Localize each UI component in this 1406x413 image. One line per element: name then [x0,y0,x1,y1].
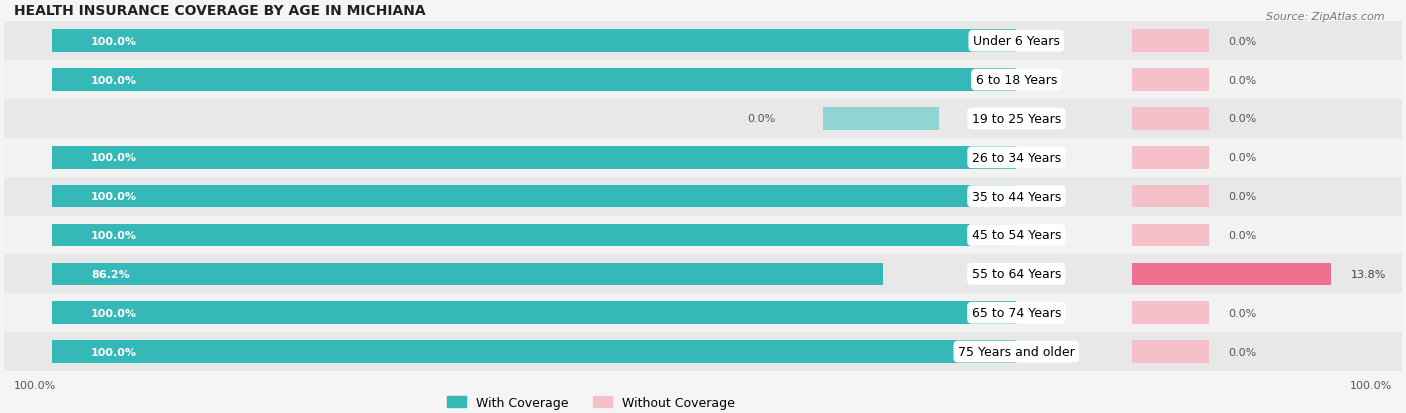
Text: 100.0%: 100.0% [91,192,136,202]
Text: Under 6 Years: Under 6 Years [973,35,1060,48]
Bar [4,100,1402,138]
Bar [52,185,1017,208]
Text: 75 Years and older: 75 Years and older [957,345,1074,358]
Bar [4,255,1402,294]
Bar [1132,185,1209,208]
Text: 19 to 25 Years: 19 to 25 Years [972,113,1062,126]
Bar [1132,302,1209,324]
Text: 35 to 44 Years: 35 to 44 Years [972,190,1062,203]
Bar [1132,340,1209,363]
Text: 100.0%: 100.0% [1350,380,1392,389]
Text: 65 to 74 Years: 65 to 74 Years [972,306,1062,319]
Bar [4,216,1402,255]
Text: 100.0%: 100.0% [91,308,136,318]
Bar [1132,108,1209,131]
Bar [4,138,1402,177]
Text: 100.0%: 100.0% [91,76,136,85]
Text: 86.2%: 86.2% [91,269,129,279]
Bar [52,31,1017,53]
Text: 0.0%: 0.0% [1229,76,1257,85]
Bar [4,294,1402,332]
Text: 0.0%: 0.0% [1229,192,1257,202]
Bar [4,332,1402,371]
Text: 13.8%: 13.8% [1351,269,1386,279]
Text: 45 to 54 Years: 45 to 54 Years [972,229,1062,242]
Bar [824,108,939,131]
Bar [52,263,883,285]
Text: 100.0%: 100.0% [14,380,56,389]
Text: 0.0%: 0.0% [1229,347,1257,357]
Text: 0.0%: 0.0% [1229,114,1257,124]
Text: 0.0%: 0.0% [1229,308,1257,318]
Text: Source: ZipAtlas.com: Source: ZipAtlas.com [1267,12,1385,22]
Bar [1132,69,1209,92]
Bar [4,177,1402,216]
Bar [52,69,1017,92]
Bar [4,61,1402,100]
Text: 0.0%: 0.0% [1229,37,1257,47]
Bar [52,340,1017,363]
Bar [52,147,1017,169]
Text: 0.0%: 0.0% [1229,153,1257,163]
Bar [52,302,1017,324]
Bar [1132,31,1209,53]
Bar [1132,224,1209,247]
Text: 100.0%: 100.0% [91,347,136,357]
Text: 0.0%: 0.0% [1229,230,1257,240]
Bar [52,224,1017,247]
Text: 0.0%: 0.0% [747,114,775,124]
Bar [4,22,1402,61]
Text: 100.0%: 100.0% [91,37,136,47]
Text: HEALTH INSURANCE COVERAGE BY AGE IN MICHIANA: HEALTH INSURANCE COVERAGE BY AGE IN MICH… [14,5,426,18]
Text: 55 to 64 Years: 55 to 64 Years [972,268,1062,281]
Bar [1132,263,1331,285]
Text: 100.0%: 100.0% [91,230,136,240]
Bar [1132,147,1209,169]
Text: 100.0%: 100.0% [91,153,136,163]
Text: 6 to 18 Years: 6 to 18 Years [976,74,1057,87]
Legend: With Coverage, Without Coverage: With Coverage, Without Coverage [443,391,740,413]
Text: 26 to 34 Years: 26 to 34 Years [972,152,1062,164]
